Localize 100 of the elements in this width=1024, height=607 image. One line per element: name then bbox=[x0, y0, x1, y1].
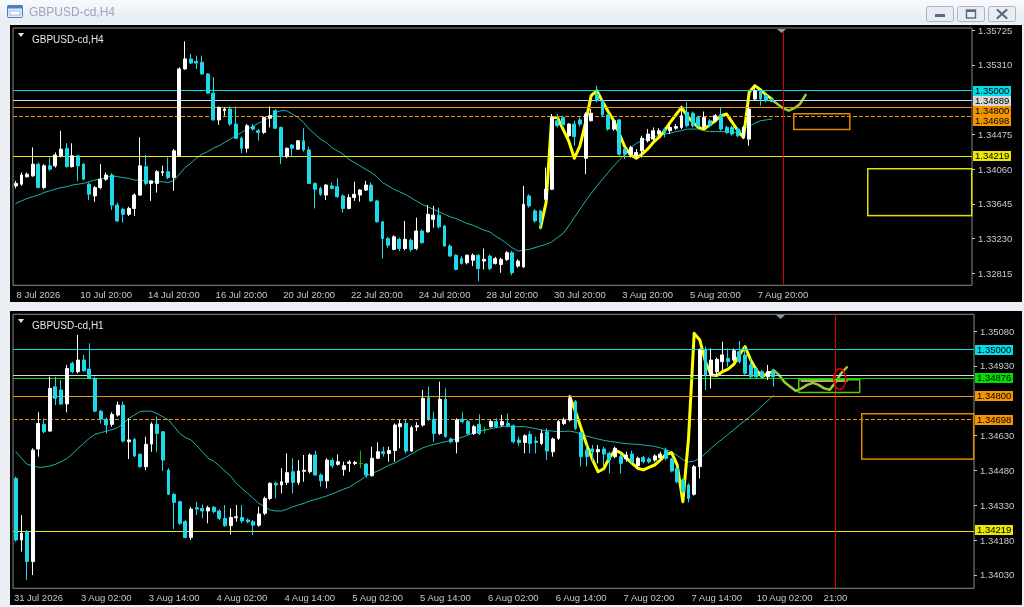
candlestick bbox=[364, 462, 368, 479]
candlestick bbox=[387, 446, 391, 463]
candlestick bbox=[161, 430, 165, 472]
candlestick bbox=[737, 340, 741, 364]
candlestick bbox=[116, 401, 120, 418]
candlestick bbox=[510, 250, 514, 276]
x-tick-label: 6 Aug 02:00 bbox=[487, 591, 539, 603]
candlestick bbox=[302, 454, 306, 483]
x-tick-label: 7 Aug 02:00 bbox=[623, 591, 675, 603]
x-tick-label: 8 Jul 2026 bbox=[16, 288, 61, 300]
x-tick-label: 4 Aug 14:00 bbox=[284, 591, 336, 603]
candlestick bbox=[771, 368, 775, 388]
candlestick bbox=[14, 180, 18, 189]
candlestick bbox=[138, 452, 142, 469]
candlestick bbox=[324, 183, 328, 201]
candlestick bbox=[369, 182, 373, 203]
candlestick bbox=[472, 424, 476, 436]
candlestick bbox=[166, 156, 170, 180]
candlestick bbox=[296, 139, 300, 151]
y-tick-label: 1.34475 bbox=[978, 129, 1013, 141]
candlestick bbox=[257, 506, 261, 528]
x-tick-label: 3 Aug 02:00 bbox=[80, 591, 132, 603]
ref-line-label: 1.34219 bbox=[973, 149, 1012, 161]
candlestick bbox=[381, 220, 384, 260]
candlestick bbox=[274, 481, 278, 499]
ref-line-label: 1.34800 bbox=[973, 104, 1012, 116]
y-tick-label: 1.35080 bbox=[980, 325, 1015, 337]
candlestick bbox=[663, 126, 666, 138]
candlestick bbox=[121, 401, 125, 443]
candlestick bbox=[386, 236, 390, 249]
candlestick bbox=[574, 399, 577, 431]
candlestick bbox=[14, 476, 18, 543]
candlestick bbox=[540, 429, 543, 446]
candlestick bbox=[579, 430, 583, 468]
candlestick bbox=[155, 169, 159, 194]
candlestick bbox=[25, 172, 29, 179]
candlestick bbox=[471, 253, 475, 267]
candlestick bbox=[516, 258, 520, 269]
candlestick bbox=[93, 376, 97, 413]
candlestick bbox=[161, 165, 164, 177]
candlestick bbox=[488, 253, 492, 271]
candlestick bbox=[747, 106, 751, 147]
candlestick bbox=[561, 115, 565, 128]
candlestick bbox=[534, 436, 538, 454]
y-tick-label: 1.34060 bbox=[978, 163, 1013, 175]
candlestick bbox=[308, 452, 312, 474]
text: GBPUSD-cd,H1 bbox=[32, 319, 105, 331]
candlestick bbox=[76, 334, 80, 374]
ref-line-label: 1.34698 bbox=[975, 413, 1014, 425]
x-tick-label: 5 Aug 14:00 bbox=[420, 591, 471, 603]
candlestick bbox=[223, 106, 226, 117]
ref-line-label: 1.34219 bbox=[975, 524, 1014, 535]
candlestick bbox=[319, 472, 323, 488]
candlestick bbox=[687, 482, 690, 503]
candlestick bbox=[595, 85, 599, 103]
candlestick bbox=[764, 93, 768, 103]
candlestick bbox=[759, 89, 762, 107]
y-tick-label: 1.35725 bbox=[978, 24, 1013, 36]
candlestick bbox=[613, 446, 617, 459]
x-tick-label: 4 Aug 02:00 bbox=[216, 591, 268, 603]
candlestick bbox=[657, 127, 661, 137]
x-tick-label: 3 Aug 20:00 bbox=[622, 288, 673, 300]
candlestick bbox=[493, 256, 497, 265]
x-tick-label: 10 Jul 20:00 bbox=[80, 288, 132, 300]
candlestick bbox=[104, 172, 108, 182]
candlestick bbox=[500, 414, 504, 428]
candlestick bbox=[268, 106, 272, 128]
candlestick bbox=[149, 179, 153, 202]
candlestick bbox=[375, 199, 379, 224]
x-tick-label: 5 Aug 20:00 bbox=[689, 288, 741, 300]
candlestick bbox=[617, 118, 621, 157]
candlestick bbox=[647, 456, 651, 464]
x-tick-label: 6 Aug 14:00 bbox=[555, 591, 607, 603]
candlestick bbox=[568, 394, 572, 423]
candlestick bbox=[567, 122, 571, 138]
candlestick bbox=[397, 237, 401, 252]
candlestick bbox=[155, 416, 159, 453]
candlestick bbox=[256, 128, 260, 142]
candlestick bbox=[59, 379, 63, 406]
candlestick bbox=[421, 389, 425, 428]
candlestick bbox=[358, 188, 362, 203]
candlestick bbox=[376, 441, 380, 460]
candlestick bbox=[438, 381, 442, 436]
candlestick bbox=[612, 118, 616, 132]
candlestick bbox=[562, 417, 566, 426]
candlestick bbox=[766, 364, 770, 381]
candlestick bbox=[499, 257, 503, 274]
candlestick bbox=[624, 451, 628, 463]
candlestick bbox=[53, 151, 57, 169]
candlestick bbox=[273, 108, 277, 130]
x-tick-label: 14 Jul 20:00 bbox=[147, 288, 200, 300]
candlestick bbox=[550, 113, 554, 191]
y-tick-label: 1.34030 bbox=[980, 569, 1015, 581]
candlestick bbox=[460, 255, 463, 265]
candlestick bbox=[228, 106, 232, 127]
candlestick bbox=[70, 361, 74, 374]
candlestick bbox=[713, 113, 717, 123]
candlestick bbox=[680, 105, 683, 130]
y-tick-label: 1.33230 bbox=[978, 233, 1013, 245]
candlestick bbox=[505, 250, 509, 262]
